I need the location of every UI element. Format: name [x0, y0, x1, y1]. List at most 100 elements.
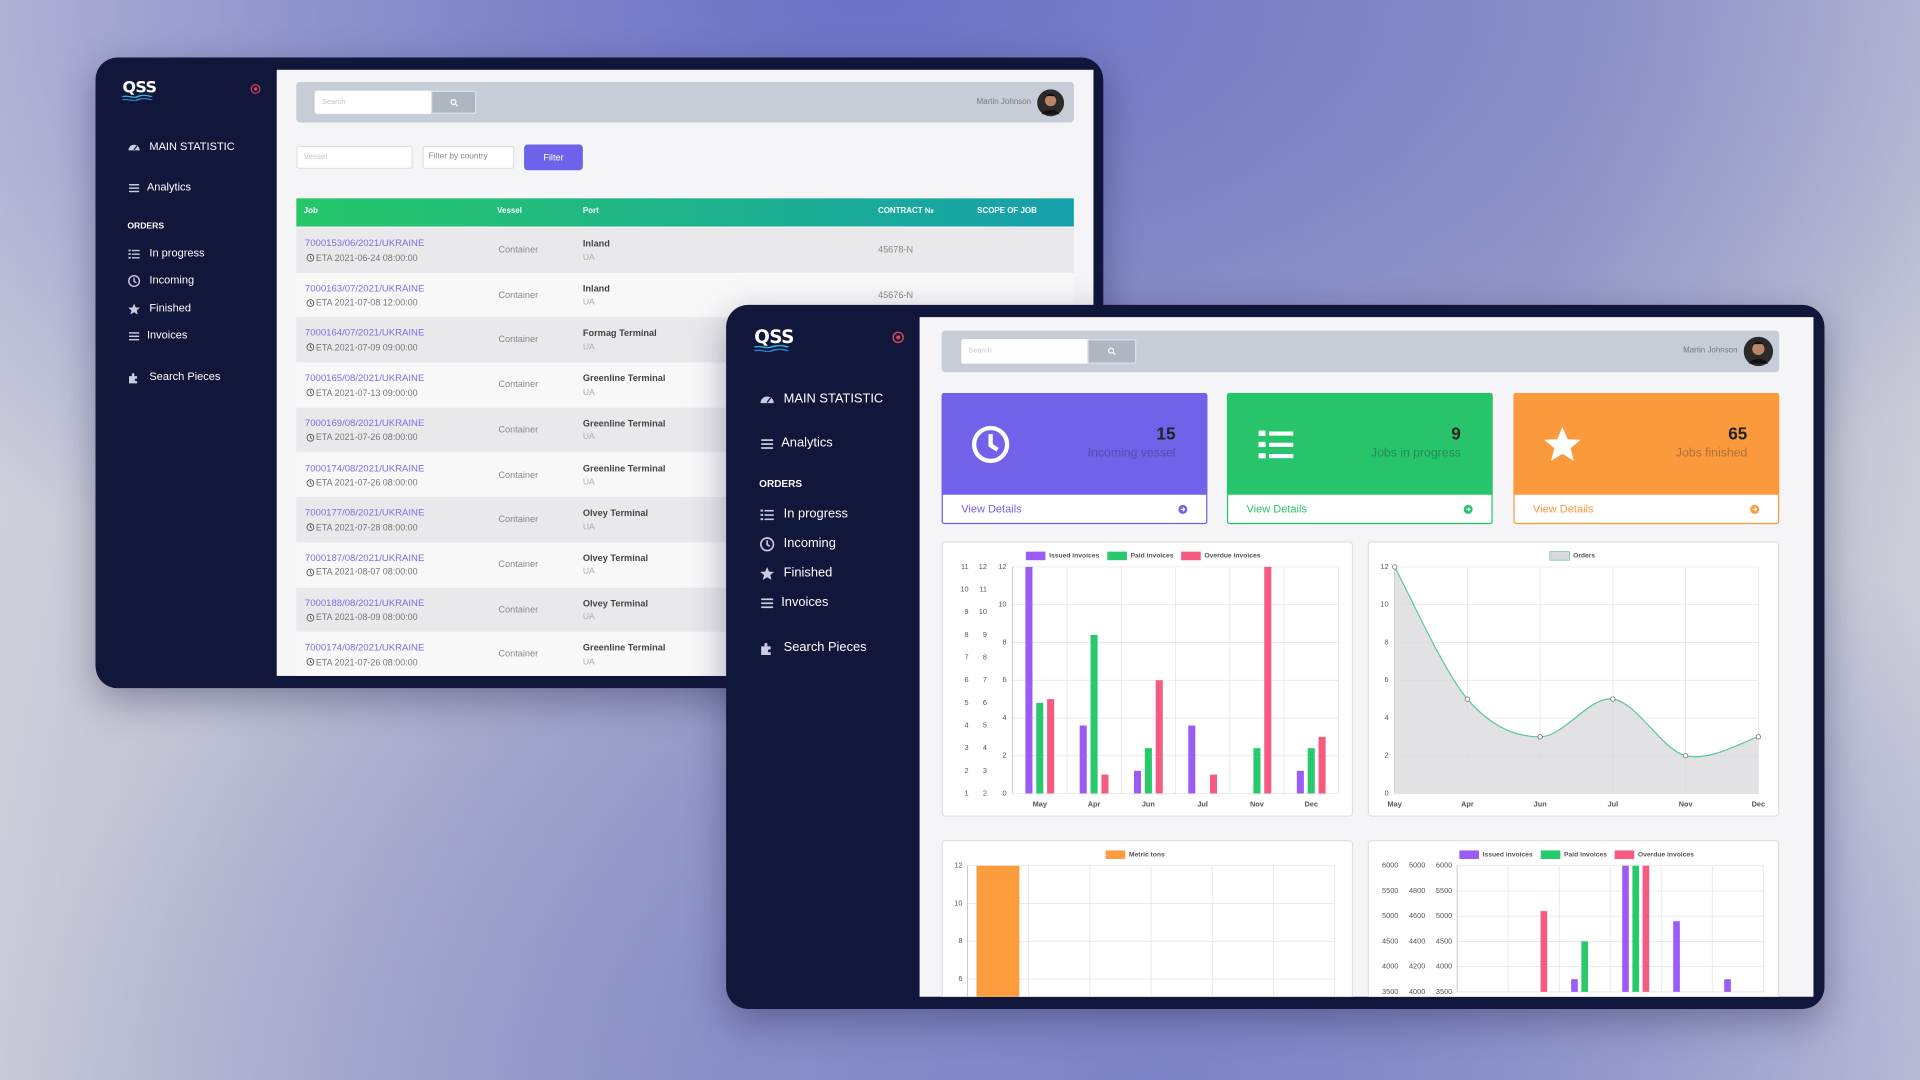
menu-item[interactable]: Search Pieces [783, 640, 867, 655]
job-link[interactable]: 7000187/08/2021/UKRAINE [304, 552, 425, 564]
job-link[interactable]: 7000188/08/2021/UKRAINE [304, 597, 425, 609]
search-button[interactable] [431, 90, 477, 114]
icon-shape [305, 523, 314, 532]
job-link[interactable]: 7000164/07/2021/UKRAINE [304, 327, 425, 339]
legend-label: Metric tons [1129, 851, 1165, 858]
view-details[interactable]: View Details [1246, 502, 1307, 515]
target-icon [251, 84, 261, 95]
clock-icon [759, 536, 774, 551]
icon-shape [305, 298, 314, 307]
legend-swatch [1459, 850, 1479, 859]
y-tick-label: 5 [983, 720, 987, 729]
menu-item[interactable]: MAIN STATISTIC [783, 391, 884, 407]
bar [1047, 699, 1055, 794]
y-tick-label: 4 [983, 743, 987, 752]
icon-shape [254, 87, 258, 92]
card-value: 15 [1156, 423, 1176, 444]
country-select[interactable] [422, 145, 515, 169]
legend-label: Paid invoices [1131, 553, 1174, 560]
legend-label: Paid invoices [1564, 851, 1607, 858]
menu-item[interactable]: In progress [149, 246, 205, 259]
y-tick-label: 5 [964, 698, 968, 707]
menu-item[interactable]: Invoices [146, 328, 188, 342]
clock-icon [305, 568, 314, 577]
y-tick-label: 4400 [1409, 936, 1425, 945]
bar [1133, 770, 1142, 794]
search-input[interactable] [314, 90, 432, 114]
port: Greenline Terminal [582, 372, 666, 384]
icon-shape [1748, 359, 1769, 364]
menu-item[interactable]: MAIN STATISTIC [149, 140, 235, 153]
vessel: Container [498, 423, 539, 435]
menu-item[interactable]: Analytics [781, 435, 833, 451]
y-tick-label: 5500 [1436, 886, 1452, 895]
icon-shape [1544, 427, 1581, 461]
icon-shape [251, 84, 261, 95]
y-tick-label: 6000 [1436, 861, 1452, 870]
country: UA [582, 298, 595, 307]
job-link[interactable]: 7000177/08/2021/UKRAINE [304, 507, 425, 519]
y-tick-label: 11 [961, 562, 969, 571]
card-value: 65 [1728, 423, 1748, 444]
y-tick-label: 7 [964, 652, 968, 661]
job-link[interactable]: 7000174/08/2021/UKRAINE [304, 642, 425, 654]
x-tick-label: Nov [1679, 799, 1694, 808]
view-details[interactable]: View Details [1533, 502, 1594, 515]
y-tick-label: 4 [1002, 713, 1006, 722]
job-link[interactable]: 7000165/08/2021/UKRAINE [304, 372, 425, 384]
job-link[interactable]: 7000153/06/2021/UKRAINE [304, 237, 425, 249]
job-link[interactable]: 7000169/08/2021/UKRAINE [304, 417, 425, 429]
y-tick-label: 8 [1002, 637, 1006, 646]
icon-shape [760, 605, 773, 608]
menu-item[interactable]: In progress [783, 506, 848, 522]
bar [1209, 774, 1218, 794]
y-tick-label: 6000 [1382, 861, 1398, 870]
icon-shape [1045, 93, 1057, 99]
icon-shape [1041, 109, 1060, 114]
y-tick-label: 4800 [1409, 886, 1425, 895]
icon-shape [309, 570, 312, 574]
eta: ETA 2021-07-28 08:00:00 [315, 521, 418, 533]
y-tick-label: 4500 [1436, 936, 1452, 945]
menu-item[interactable]: Search Pieces [149, 370, 221, 383]
icon-shape [1268, 431, 1294, 436]
y-tick-label: 4600 [1409, 911, 1425, 920]
gauge-icon [759, 395, 774, 403]
menu-item[interactable]: Incoming [783, 536, 836, 551]
icon-shape [759, 566, 774, 580]
menu-item[interactable]: Analytics [146, 180, 192, 193]
job-link[interactable]: 7000163/07/2021/UKRAINE [304, 282, 425, 294]
menu-item[interactable]: Invoices [781, 594, 829, 610]
view-details[interactable]: View Details [961, 502, 1022, 515]
search-icon [449, 98, 458, 106]
icon-shape [1268, 442, 1294, 447]
x-tick-label: Jul [1608, 799, 1619, 808]
vessel: Container [498, 378, 539, 390]
icon-shape [759, 517, 763, 520]
bar [1036, 702, 1044, 794]
filter-button[interactable] [524, 144, 583, 171]
bar [1188, 725, 1196, 794]
y-tick-label: 6 [1384, 675, 1388, 684]
port: Olvey Terminal [582, 507, 649, 519]
vessel-input[interactable] [296, 145, 413, 169]
port: Inland [582, 282, 610, 294]
menu-item[interactable]: Finished [783, 565, 833, 581]
table-row [296, 227, 1074, 273]
icon-shape [305, 478, 314, 487]
search-button[interactable] [1087, 339, 1137, 364]
port: Formag Terminal [582, 327, 657, 339]
icon-shape [128, 334, 139, 337]
menu-item[interactable]: Incoming [149, 273, 195, 286]
icon-shape [305, 568, 314, 577]
menu-item[interactable]: Finished [149, 301, 192, 315]
search-input[interactable] [961, 339, 1088, 364]
eta: ETA 2021-07-26 08:00:00 [315, 431, 418, 443]
icon-shape [128, 190, 139, 192]
list-icon [127, 248, 140, 258]
y-tick-label: 5000 [1382, 911, 1398, 920]
job-link[interactable]: 7000174/08/2021/UKRAINE [304, 462, 425, 474]
icon-shape [305, 658, 314, 667]
bar [1025, 566, 1033, 794]
